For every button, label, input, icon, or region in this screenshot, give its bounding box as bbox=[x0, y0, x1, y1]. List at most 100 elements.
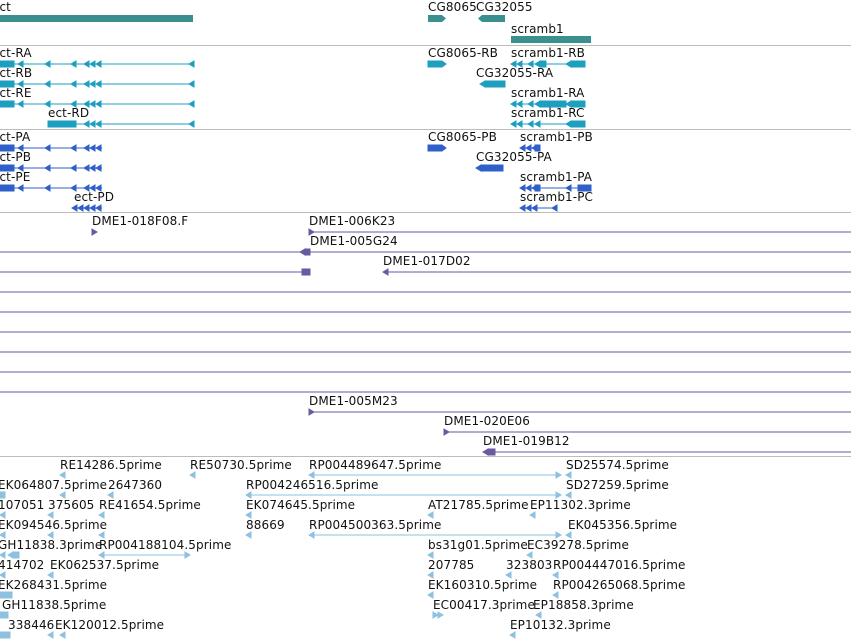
est-label[interactable]: 2647360 bbox=[108, 478, 163, 492]
transcript-ect-pe[interactable] bbox=[0, 184, 102, 192]
est-row-2[interactable] bbox=[0, 491, 572, 499]
est-label[interactable]: RP004447016.5prime bbox=[553, 558, 686, 572]
transcript-scramb1-pb[interactable] bbox=[519, 144, 541, 152]
transcript-ect-rd[interactable] bbox=[47, 120, 195, 128]
est-label[interactable]: 323803 bbox=[506, 558, 553, 572]
gene-label[interactable]: CG8065 bbox=[428, 0, 477, 14]
clone-label[interactable]: DME1-019B12 bbox=[483, 434, 570, 448]
est-label[interactable]: EK094546.5prime bbox=[0, 518, 108, 532]
est-label[interactable]: 107051 bbox=[0, 498, 45, 512]
clone-dme1-006k23[interactable] bbox=[308, 228, 851, 236]
transcript-label[interactable]: scramb1-PA bbox=[520, 170, 593, 184]
transcript-ect-pa[interactable] bbox=[0, 144, 102, 152]
est-label[interactable]: EK074645.5prime bbox=[246, 498, 356, 512]
est-label[interactable]: EP10132.3prime bbox=[510, 618, 611, 632]
gene-scramb1[interactable] bbox=[511, 36, 591, 43]
transcript-scramb1-pa[interactable] bbox=[519, 184, 592, 192]
clone-unnamed-row-3[interactable] bbox=[0, 268, 311, 276]
transcript-label[interactable]: ect-PB bbox=[0, 150, 32, 164]
est-label[interactable]: 88669 bbox=[246, 518, 285, 532]
gene-label[interactable]: CG32055 bbox=[476, 0, 533, 14]
transcript-ect-pb[interactable] bbox=[0, 164, 102, 172]
est-label[interactable]: EP11302.3prime bbox=[530, 498, 631, 512]
est-label[interactable]: 375605 bbox=[48, 498, 95, 512]
transcript-label[interactable]: ect-RD bbox=[48, 106, 90, 120]
transcript-scramb1-ra[interactable] bbox=[510, 100, 586, 108]
est-label[interactable]: 414702 bbox=[0, 558, 45, 572]
est-label[interactable]: RE50730.5prime bbox=[190, 458, 292, 472]
transcript-label[interactable]: CG8065-PB bbox=[428, 130, 497, 144]
est-label[interactable]: RP004489647.5prime bbox=[309, 458, 442, 472]
est-row-1[interactable] bbox=[59, 471, 572, 479]
est-label[interactable]: RP004500363.5prime bbox=[309, 518, 442, 532]
transcript-label[interactable]: CG8065-RB bbox=[428, 46, 499, 60]
est-label[interactable]: GH11838.3prime bbox=[0, 538, 103, 552]
transcript-scramb1-pc[interactable] bbox=[519, 204, 558, 212]
est-row-3[interactable] bbox=[0, 511, 536, 519]
est-label[interactable]: EK160310.5prime bbox=[428, 578, 538, 592]
est-label[interactable]: EK268431.5prime bbox=[0, 578, 108, 592]
gene-ect[interactable] bbox=[0, 15, 193, 22]
clone-dme1-005m23[interactable] bbox=[308, 408, 851, 416]
transcript-label[interactable]: ect-RB bbox=[0, 66, 33, 80]
clone-dme1-020e06[interactable] bbox=[443, 428, 851, 436]
transcript-ect-ra[interactable] bbox=[0, 60, 195, 68]
transcript-label[interactable]: scramb1-PC bbox=[520, 190, 594, 204]
est-label[interactable]: EK120012.5prime bbox=[55, 618, 165, 632]
est-label[interactable]: EP18858.3prime bbox=[533, 598, 634, 612]
transcript-label[interactable]: scramb1-RC bbox=[511, 106, 585, 120]
est-label[interactable]: EC00417.3prime bbox=[433, 598, 535, 612]
transcript-label[interactable]: CG32055-PA bbox=[476, 150, 552, 164]
est-row-8[interactable] bbox=[0, 611, 542, 619]
est-label[interactable]: 338446 bbox=[8, 618, 55, 632]
transcript-cg32055-pa[interactable] bbox=[475, 164, 504, 172]
est-label[interactable]: RE14286.5prime bbox=[60, 458, 162, 472]
est-label[interactable]: EC39278.5prime bbox=[527, 538, 629, 552]
transcript-label[interactable]: ect-RA bbox=[0, 46, 32, 60]
transcript-label[interactable]: ect-PE bbox=[0, 170, 31, 184]
clone-dme1-005g24[interactable] bbox=[0, 248, 851, 256]
clone-label[interactable]: DME1-005G24 bbox=[310, 234, 398, 248]
gene-label[interactable]: ect bbox=[0, 0, 11, 14]
transcript-label[interactable]: scramb1-RA bbox=[511, 86, 585, 100]
est-row-9[interactable] bbox=[0, 631, 516, 639]
clone-label[interactable]: DME1-017D02 bbox=[383, 254, 471, 268]
est-label[interactable]: AT21785.5prime bbox=[428, 498, 529, 512]
transcript-ect-pd[interactable] bbox=[71, 204, 102, 212]
transcript-label[interactable]: ect-PA bbox=[0, 130, 31, 144]
transcript-cg32055-ra[interactable] bbox=[479, 80, 506, 88]
clone-dme1-019b12[interactable] bbox=[482, 448, 851, 456]
gene-cg8065[interactable] bbox=[428, 15, 446, 22]
transcript-label[interactable]: scramb1-RB bbox=[511, 46, 585, 60]
transcript-scramb1-rb[interactable] bbox=[510, 60, 586, 68]
est-label[interactable]: RP004188104.5prime bbox=[99, 538, 232, 552]
transcript-label[interactable]: ect-RE bbox=[0, 86, 32, 100]
est-label[interactable]: EK064807.5prime bbox=[0, 478, 108, 492]
est-row-5[interactable] bbox=[0, 551, 533, 559]
est-row-4[interactable] bbox=[0, 531, 572, 539]
est-label[interactable]: RE41654.5prime bbox=[99, 498, 201, 512]
clone-label[interactable]: DME1-020E06 bbox=[444, 414, 530, 428]
est-label[interactable]: RP004265068.5prime bbox=[553, 578, 686, 592]
clone-dme1-017d02[interactable] bbox=[382, 268, 851, 276]
gene-cg32055[interactable] bbox=[478, 15, 505, 22]
est-label[interactable]: EK045356.5prime bbox=[568, 518, 678, 532]
clone-label[interactable]: DME1-005M23 bbox=[309, 394, 398, 408]
transcript-label[interactable]: ect-PD bbox=[74, 190, 115, 204]
est-label[interactable]: SD25574.5prime bbox=[566, 458, 669, 472]
est-label[interactable]: bs31g01.5prime bbox=[428, 538, 528, 552]
est-label[interactable]: RP004246516.5prime bbox=[246, 478, 379, 492]
est-label[interactable]: SD27259.5prime bbox=[566, 478, 669, 492]
est-row-6[interactable] bbox=[0, 571, 559, 579]
clone-label[interactable]: DME1-006K23 bbox=[309, 214, 396, 228]
transcript-ect-rb[interactable] bbox=[0, 80, 195, 88]
transcript-cg8065-pb[interactable] bbox=[427, 144, 447, 152]
transcript-label[interactable]: CG32055-RA bbox=[476, 66, 554, 80]
clone-dme1-018f08-f[interactable] bbox=[91, 228, 98, 236]
transcript-scramb1-rc[interactable] bbox=[510, 120, 586, 128]
transcript-cg8065-rb[interactable] bbox=[427, 60, 447, 68]
gene-label[interactable]: scramb1 bbox=[511, 22, 564, 36]
clone-label[interactable]: DME1-018F08.F bbox=[92, 214, 189, 228]
est-row-7[interactable] bbox=[0, 591, 559, 599]
transcript-ect-re[interactable] bbox=[0, 100, 195, 108]
